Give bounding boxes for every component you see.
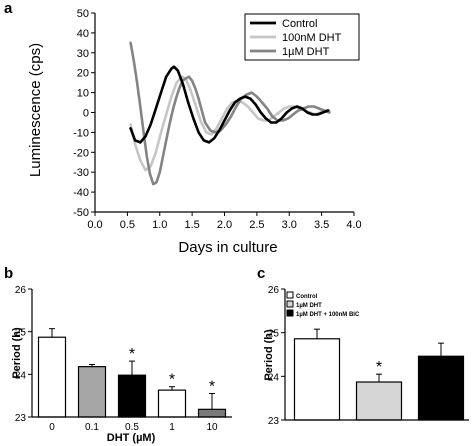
chart-a-legend-label-0: Control [282,18,317,30]
chart-a-ytick-label: 0 [83,108,89,120]
chart-c-ylabel: Period (h) [263,329,275,381]
chart-a-ytick-label: -50 [73,207,89,219]
chart-c-legend-label-2: 1µM DHT + 100nM BIC [296,312,360,318]
chart-a-xtick-label: 3.0 [282,219,297,231]
chart-b-bar-3 [157,389,187,418]
chart-c-significance-marker-1: * [376,359,382,376]
chart-b-bar-2 [117,374,147,418]
chart-c-period-treatment: * 23 24 25 26 Control 1µM DHT 1µM DHT + 100nM… [263,285,469,427]
chart-a-xtick-label: 1.0 [152,219,167,231]
chart-a-series-line-2 [129,41,331,186]
chart-c-legend-swatch-1 [286,300,294,308]
chart-b-ytick-label: 26 [15,285,27,296]
chart-b-significance-marker-4: * [209,379,215,396]
chart-a-ylabel: Luminescence (cps) [27,43,44,177]
chart-b-category-label-1: 0.1 [85,422,99,433]
chart-c-bar-1 [355,381,403,421]
chart-c-bar-0 [293,338,341,421]
chart-a-xtick-label: 2.5 [249,219,264,231]
chart-c-ytick-label: 23 [268,416,280,427]
panel-letter-b: b [4,265,13,282]
chart-a-legend-label-2: 1µM DHT [282,46,330,58]
chart-b-ylabel: Period (h) [11,327,23,379]
chart-a-ytick-label: 50 [77,8,89,20]
panel-letter-a: a [4,0,13,17]
chart-b-bar-1 [77,366,107,418]
chart-a-xtick-label: 2.0 [217,219,232,231]
chart-a-legend: Control 100nM DHT 1µM DHT [244,13,360,61]
chart-a-ytick-label: 40 [77,28,89,40]
chart-a-xtick-label: 0.0 [87,219,102,231]
chart-a-ytick-label: 20 [77,68,89,80]
chart-c-legend-swatch-0 [286,291,294,299]
chart-b-ytick-label: 24 [15,370,27,381]
chart-c-legend-swatch-2 [286,309,294,317]
chart-a-legend-label-1: 100nM DHT [282,32,342,44]
chart-b-bar-4 [197,408,227,418]
chart-c-ytick-label: 26 [268,285,280,296]
chart-b-significance-marker-2: * [129,346,135,363]
chart-a-series-line-0 [129,65,330,144]
chart-c-ytick-label: 25 [268,329,280,340]
chart-a-xtick-label: 0.5 [120,219,135,231]
chart-a-xtick-label: 1.5 [184,219,199,231]
chart-b-xlabel: DHT (µM) [107,432,156,444]
chart-a-ytick-label: 10 [77,88,89,100]
chart-b-category-label-0: 0 [49,422,55,433]
panel-letter-c: c [257,265,265,282]
chart-b-ytick-label: 25 [15,328,27,339]
chart-b-ytick-label: 23 [15,413,27,424]
chart-a-ytick-label: -10 [73,127,89,139]
chart-c-bar-2 [417,355,465,421]
chart-b-period-dose: * * * 23 24 25 26 0 0.1 0.5 1 10 DHT (µM) Period (… [11,285,232,444]
chart-a-luminescence: -50 -40 -30 -20 -10 0 10 20 30 40 50 0.0 0.5 1.0 1.5 2.… [27,8,362,256]
chart-a-ytick-label: 30 [77,48,89,60]
chart-b-category-label-3: 1 [169,422,175,433]
chart-c-legend-label-0: Control [296,294,318,300]
chart-b-category-label-4: 10 [206,422,218,433]
chart-c-legend: Control 1µM DHT 1µM DHT + 100nM BIC [286,291,360,318]
chart-b-bar-0 [37,336,67,418]
chart-b-category-label-2: 0.5 [125,422,139,433]
chart-a-ytick-label: -20 [73,147,89,159]
chart-b-significance-marker-3: * [169,372,175,389]
chart-a-xlabel: Days in culture [178,239,277,256]
chart-a-xtick-label: 3.5 [314,219,329,231]
chart-a-ytick-label: -30 [73,167,89,179]
chart-a-ytick-label: -40 [73,187,89,199]
chart-c-ytick-label: 24 [268,372,280,383]
chart-c-legend-label-1: 1µM DHT [296,303,322,309]
chart-a-xtick-label: 4.0 [346,219,361,231]
